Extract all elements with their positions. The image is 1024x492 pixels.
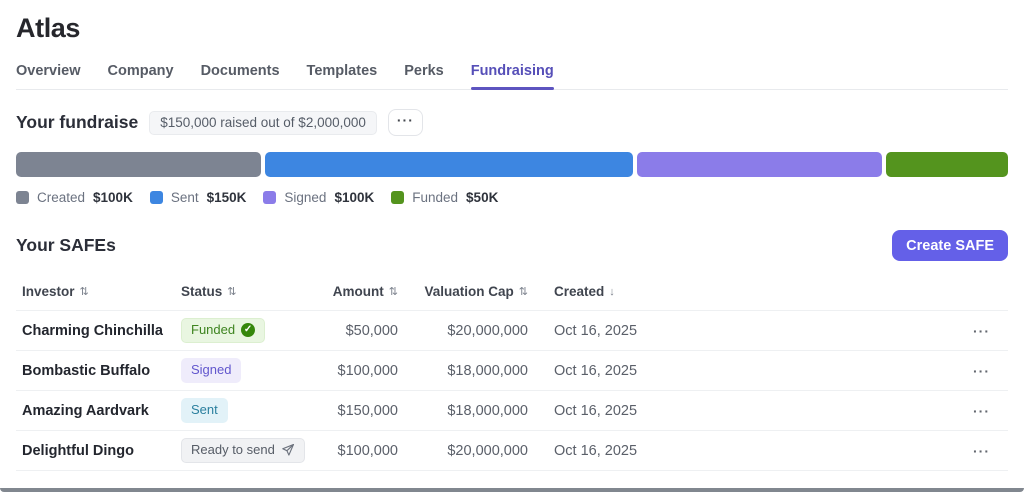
fundraise-progress-bar [16,152,1008,177]
status-badge-funded: Funded ✓ [181,318,266,343]
sort-icon: ⇅ [227,286,237,298]
investor-name: Amazing Aardvark [22,402,149,419]
table-row: Delightful Dingo Ready to send $100,000 … [16,431,1008,471]
tab-perks[interactable]: Perks [404,63,444,79]
valuation-cap-value: $18,000,000 [447,362,528,379]
valuation-cap-value: $18,000,000 [447,402,528,419]
fundraise-section: Your fundraise $150,000 raised out of $2… [16,109,1008,205]
signed-swatch-icon [263,191,277,204]
safes-heading: Your SAFEs [16,235,116,255]
sort-icon: ⇅ [518,286,528,298]
row-menu-button[interactable]: ··· [973,443,1008,459]
fundraise-summary-badge: $150,000 raised out of $2,000,000 [149,110,377,135]
created-swatch-icon [16,191,29,204]
create-safe-button[interactable]: Create SAFE [892,230,1008,261]
sort-icon: ⇅ [388,286,398,298]
sort-icon: ⇅ [79,286,89,298]
progress-segment-sent [265,152,633,177]
table-row: Amazing Aardvark Sent $150,000 $18,000,0… [16,391,1008,431]
safes-section: Your SAFEs Create SAFE Investor ⇅ Status… [16,230,1008,471]
investor-name: Bombastic Buffalo [22,362,151,379]
sort-desc-icon: ↓ [609,285,615,298]
progress-segment-funded [885,152,1008,177]
amount-value: $100,000 [337,442,398,459]
ellipsis-icon: ··· [396,112,414,128]
column-header-valuation-cap[interactable]: Valuation Cap ⇅ [424,284,529,299]
created-date: Oct 16, 2025 [554,362,638,379]
column-header-amount[interactable]: Amount ⇅ [332,284,398,299]
legend-item-created: Created $100K [16,190,133,205]
created-date: Oct 16, 2025 [554,402,638,419]
legend-label: Created [37,190,86,205]
legend-value: $100K [93,190,133,205]
funded-swatch-icon [391,191,405,204]
legend-label: Signed [284,190,327,205]
tab-company[interactable]: Company [107,63,174,79]
table-row: Charming Chinchilla Funded ✓ $50,000 $20… [16,311,1008,351]
status-badge-ready-to-send: Ready to send [181,438,305,463]
tab-documents[interactable]: Documents [200,63,280,79]
paper-plane-icon [281,443,295,457]
progress-segment-created [16,152,261,177]
column-header-created[interactable]: Created ↓ [554,284,615,299]
safes-table: Investor ⇅ Status ⇅ Amount ⇅ Valuation C… [16,275,1008,471]
fundraise-legend: Created $100K Sent $150K Signed $100K Fu… [16,190,1008,205]
amount-value: $100,000 [337,362,398,379]
window-bottom-edge [0,488,1024,492]
row-menu-button[interactable]: ··· [973,403,1008,419]
investor-name: Charming Chinchilla [22,322,163,339]
tab-overview[interactable]: Overview [16,63,81,79]
tab-templates[interactable]: Templates [306,63,378,79]
amount-value: $150,000 [337,402,398,419]
table-row: Bombastic Buffalo Signed $100,000 $18,00… [16,351,1008,391]
legend-value: $50K [466,190,499,205]
status-badge-sent: Sent [181,398,228,423]
legend-label: Sent [170,190,199,205]
legend-item-signed: Signed $100K [263,190,374,205]
amount-value: $50,000 [345,322,398,339]
progress-segment-signed [636,152,882,177]
legend-item-funded: Funded $50K [391,190,498,205]
status-badge-signed: Signed [181,358,242,383]
valuation-cap-value: $20,000,000 [447,442,528,459]
legend-value: $150K [206,190,247,205]
created-date: Oct 16, 2025 [554,322,638,339]
legend-item-sent: Sent $150K [149,190,247,205]
row-menu-button[interactable]: ··· [973,323,1008,339]
check-icon: ✓ [241,323,256,337]
investor-name: Delightful Dingo [22,442,134,459]
page-title: Atlas [16,13,81,43]
valuation-cap-value: $20,000,000 [447,322,528,339]
tab-fundraising[interactable]: Fundraising [470,63,554,90]
fundraise-heading: Your fundraise [16,112,139,132]
tab-bar: Overview Company Documents Templates Per… [16,63,1008,90]
legend-value: $100K [334,190,375,205]
sent-swatch-icon [149,191,163,204]
row-menu-button[interactable]: ··· [973,363,1008,379]
column-header-investor[interactable]: Investor ⇅ [22,284,89,299]
fundraise-menu-button[interactable]: ··· [387,109,423,136]
column-header-status[interactable]: Status ⇅ [181,284,237,299]
legend-label: Funded [412,190,459,205]
table-header-row: Investor ⇅ Status ⇅ Amount ⇅ Valuation C… [16,275,1008,311]
created-date: Oct 16, 2025 [554,442,638,459]
